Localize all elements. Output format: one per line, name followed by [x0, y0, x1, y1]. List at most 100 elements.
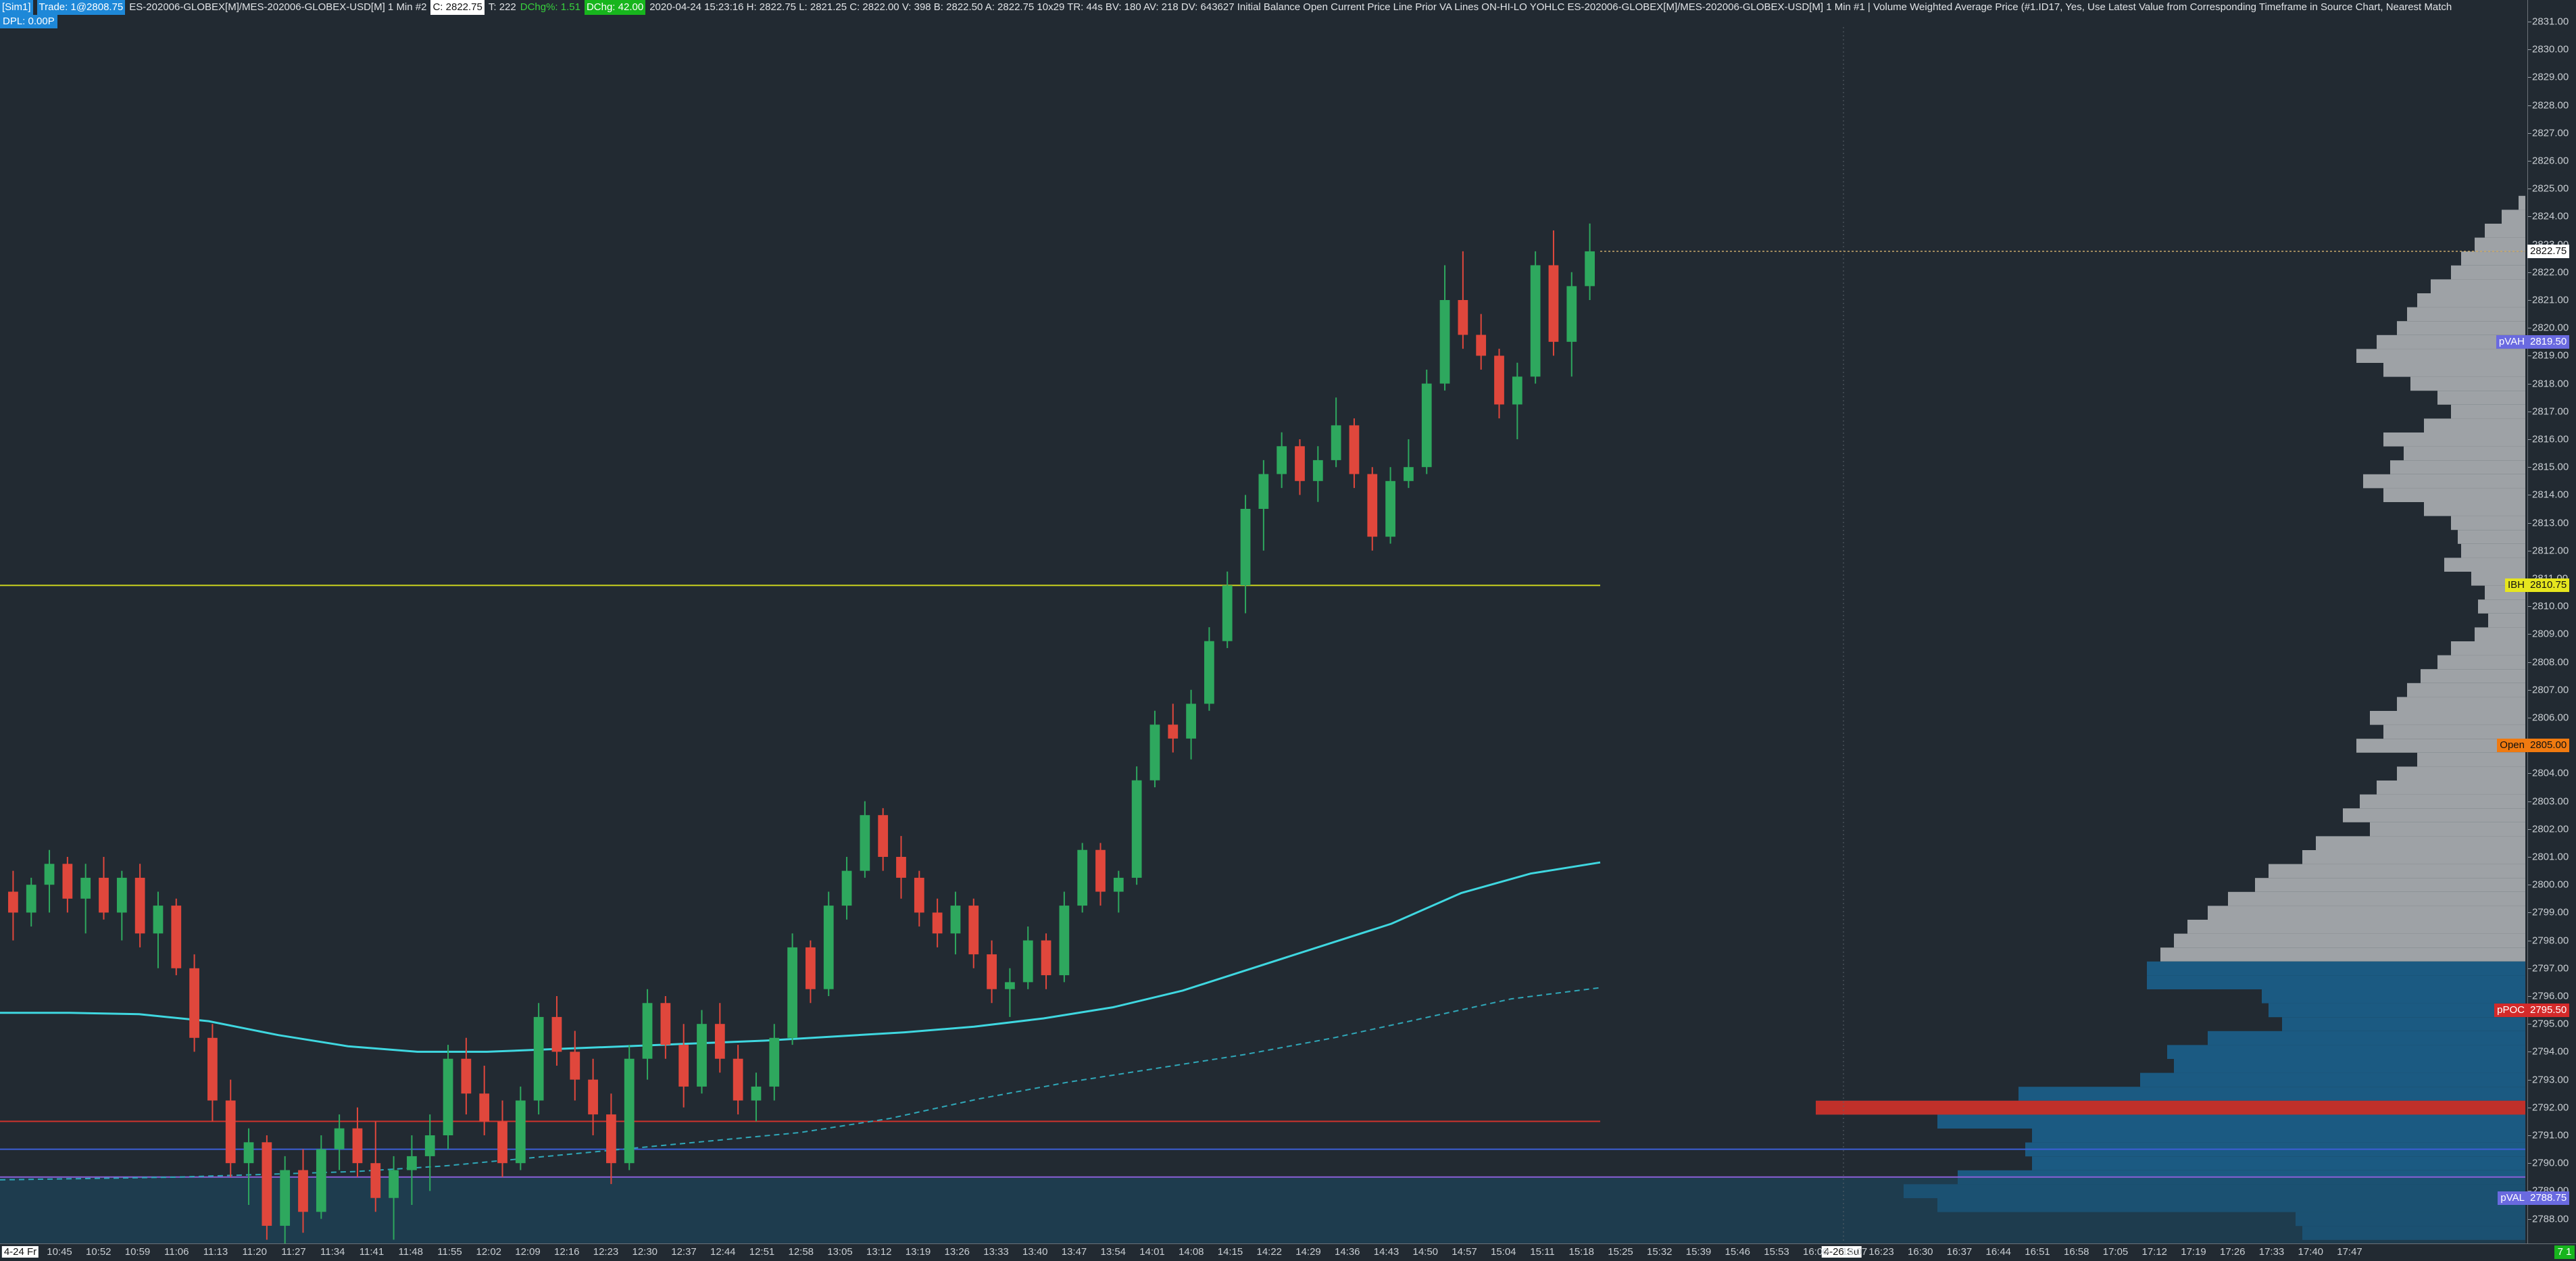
- time-tick-label: 11:41: [359, 1246, 385, 1258]
- open-tag: Open: [2497, 739, 2527, 753]
- candle-body: [1077, 849, 1088, 906]
- candle-body: [678, 1045, 689, 1087]
- volume-profile-bar: [2167, 1045, 2525, 1059]
- time-tick-label: 14:36: [1334, 1246, 1360, 1258]
- time-tick-label: 12:51: [749, 1246, 775, 1258]
- volume-profile-bar: [2187, 920, 2525, 934]
- time-tick-label: 12:02: [476, 1246, 502, 1258]
- candle-body: [1312, 460, 1323, 481]
- candles: [8, 223, 1595, 1247]
- volume-profile-bar: [2444, 558, 2525, 572]
- time-tick-label: 13:40: [1022, 1246, 1048, 1258]
- candle-body: [1149, 724, 1160, 781]
- volume-profile-bar: [2424, 502, 2525, 516]
- volume-profile-bar: [2383, 432, 2525, 447]
- volume-profile-bar: [2424, 418, 2525, 432]
- price-tick-mark: [2528, 355, 2531, 357]
- time-tick-label: 17:05: [2102, 1246, 2129, 1258]
- date-label-start: 4-24 Fr: [1, 1246, 39, 1258]
- price-tick-mark: [2528, 49, 2531, 51]
- candle-body: [841, 870, 852, 906]
- open-price-badge: 2805.00: [2527, 739, 2570, 753]
- candle-body: [1421, 383, 1432, 468]
- time-tick-label: 15:32: [1646, 1246, 1673, 1258]
- volume-profile-bar: [2370, 822, 2525, 837]
- time-tick-label: 13:19: [905, 1246, 931, 1258]
- time-tick-label: 13:33: [983, 1246, 1009, 1258]
- trade-label[interactable]: Trade: 1@2808.75: [36, 0, 126, 15]
- candle-body: [1240, 509, 1251, 586]
- ppoc-price-badge: 2795.50: [2527, 1003, 2570, 1017]
- daily-change-pct: DChg%: 1.51: [520, 1, 580, 13]
- candle-body: [1494, 355, 1504, 405]
- time-tick-label: 17:26: [2219, 1246, 2246, 1258]
- candle-body: [189, 968, 199, 1038]
- volume-profile-bar: [2302, 850, 2525, 864]
- price-tick-label: 2792.00: [2532, 1102, 2569, 1114]
- candle-body: [352, 1128, 363, 1164]
- candle-body: [551, 1016, 562, 1052]
- candle-body: [280, 1170, 291, 1226]
- volume-profile-bar: [2437, 655, 2525, 670]
- candle-body: [823, 906, 834, 989]
- candle-body: [588, 1079, 598, 1115]
- price-tick-mark: [2528, 1079, 2531, 1081]
- time-axis[interactable]: 4-24 Fr 4-26 Su 10:45 10:52 10:59 11:06 11:1…: [0, 1243, 2576, 1261]
- candle-body: [8, 891, 18, 913]
- price-axis[interactable]: 2831.00 2830.00 2829.00 2828.00 2827.00 2826.…: [2527, 0, 2576, 1243]
- candle-body: [1041, 940, 1051, 976]
- pval-price-badge: 2788.75: [2527, 1191, 2570, 1205]
- time-tick-label: 12:58: [788, 1246, 814, 1258]
- volume-profile-bar: [2018, 1087, 2525, 1101]
- price-tick-label: 2827.00: [2532, 127, 2569, 139]
- candle-body: [116, 877, 127, 913]
- price-tick-mark: [2528, 105, 2531, 106]
- candle-body: [370, 1163, 381, 1198]
- symbol-label[interactable]: ES-202006-GLOBEX[M]/MES-202006-GLOBEX-US…: [129, 1, 427, 13]
- price-tick-label: 2818.00: [2532, 378, 2569, 390]
- ibh-tag: IBH: [2504, 578, 2527, 593]
- candle-body: [1113, 877, 1124, 892]
- volume-profile-bar: [2458, 530, 2525, 544]
- volume-profile-bar: [2451, 404, 2525, 419]
- volume-profile-bar: [2174, 1059, 2525, 1073]
- time-tick-label: 12:30: [632, 1246, 658, 1258]
- candle-body: [207, 1037, 218, 1101]
- candle-body: [99, 877, 109, 913]
- candle-body: [1404, 467, 1414, 481]
- volume-profile-bar: [2475, 627, 2525, 641]
- price-tick-label: 2813.00: [2532, 517, 2569, 529]
- candle-body: [497, 1121, 507, 1164]
- candle-body: [243, 1142, 254, 1164]
- price-tick-label: 2810.00: [2532, 600, 2569, 612]
- candle-body: [407, 1156, 417, 1170]
- time-tick-label: 15:11: [1530, 1246, 1555, 1258]
- price-tick-mark: [2528, 77, 2531, 78]
- price-tick-label: 2828.00: [2532, 99, 2569, 112]
- time-tick-label: 15:18: [1568, 1246, 1595, 1258]
- candle-body: [878, 815, 889, 857]
- vwap-line: [0, 861, 1601, 1053]
- candle-body: [262, 1142, 272, 1226]
- time-tick-label: 17:19: [2181, 1246, 2206, 1258]
- time-tick-label: 12:44: [710, 1246, 736, 1258]
- dpl-badge: DPL: 0.00P: [0, 15, 57, 28]
- price-tick-label: 2830.00: [2532, 43, 2569, 55]
- price-tick-label: 2796.00: [2532, 990, 2569, 1002]
- price-tick-label: 2814.00: [2532, 489, 2569, 501]
- candle-body: [1458, 300, 1468, 335]
- price-tick-label: 2822.00: [2532, 266, 2569, 278]
- price-tick-mark: [2528, 829, 2531, 830]
- volume-profile-bar: [2269, 1003, 2525, 1018]
- volume-profile-bar: [2383, 363, 2525, 377]
- date-label-next: 4-26 Su: [1821, 1246, 1862, 1258]
- price-tick-mark: [2528, 383, 2531, 385]
- candle-body: [914, 877, 924, 913]
- time-tick-label: 16:07: [1841, 1246, 1868, 1258]
- price-tick-label: 2794.00: [2532, 1045, 2569, 1058]
- account-label[interactable]: [Sim1]: [0, 0, 33, 15]
- volume-profile-bar: [2262, 989, 2525, 1004]
- candle-body: [1258, 474, 1269, 509]
- pval-tag: pVAL: [2498, 1191, 2527, 1205]
